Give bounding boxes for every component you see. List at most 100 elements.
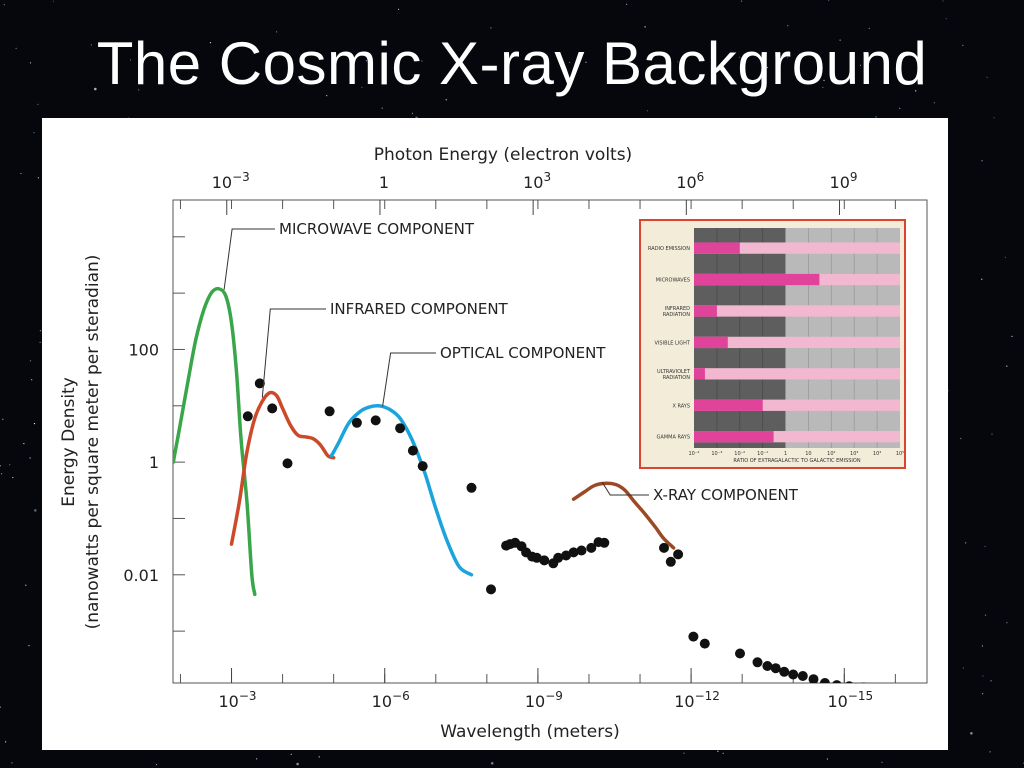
star bbox=[984, 545, 986, 548]
star bbox=[646, 110, 649, 112]
inset-category-label: VISIBLE LIGHT bbox=[655, 340, 691, 346]
star bbox=[817, 79, 819, 81]
star bbox=[766, 66, 768, 69]
inset-category-label: ULTRAVIOLET bbox=[657, 369, 691, 375]
star bbox=[899, 107, 901, 109]
top-axis-tick-label: 1 bbox=[379, 173, 389, 192]
star bbox=[29, 360, 32, 362]
star bbox=[786, 57, 789, 59]
star bbox=[981, 645, 984, 647]
inset-bar-track bbox=[694, 336, 900, 349]
star bbox=[942, 0, 944, 2]
y-tick-label: 1 bbox=[149, 453, 159, 472]
star bbox=[37, 103, 39, 105]
series-line-3 bbox=[571, 481, 676, 550]
star bbox=[859, 64, 862, 66]
plot-frame bbox=[172, 199, 928, 684]
y-axis-title: Energy Density bbox=[59, 377, 79, 507]
inset-tick-label: 10⁴ bbox=[873, 451, 881, 457]
y-tick-label: 0.01 bbox=[123, 566, 159, 585]
star bbox=[1, 473, 3, 475]
plot-area bbox=[173, 286, 885, 695]
star bbox=[822, 86, 824, 88]
star bbox=[29, 457, 31, 459]
star bbox=[209, 42, 212, 44]
star bbox=[0, 706, 1, 708]
star bbox=[826, 758, 829, 760]
measurement-point bbox=[561, 550, 572, 561]
star bbox=[94, 87, 97, 91]
measurement-point bbox=[779, 666, 790, 677]
measurement-point bbox=[324, 406, 335, 417]
star bbox=[569, 61, 571, 64]
measurement-point bbox=[808, 674, 819, 683]
star bbox=[445, 99, 447, 101]
inset-bar-track bbox=[694, 368, 900, 380]
star bbox=[965, 542, 967, 544]
measurement-point bbox=[688, 631, 699, 642]
star bbox=[1006, 365, 1008, 367]
measurement-point bbox=[875, 685, 885, 695]
annotation-leader bbox=[223, 228, 275, 290]
star bbox=[3, 4, 5, 6]
figure-panel: 10−3 10−6 10−9 10−12 10−15 10−3 1 103 106 109 100 1… bbox=[42, 118, 948, 750]
measurement-point bbox=[254, 378, 265, 389]
measurement-point bbox=[267, 403, 278, 414]
star bbox=[1006, 622, 1008, 624]
star bbox=[794, 73, 796, 75]
star bbox=[138, 89, 140, 91]
star bbox=[296, 762, 299, 766]
star bbox=[717, 750, 719, 752]
star bbox=[875, 116, 877, 118]
measurement-point bbox=[531, 552, 542, 563]
star bbox=[982, 675, 984, 677]
star bbox=[868, 27, 870, 29]
measurement-point bbox=[699, 638, 710, 649]
measurement-point bbox=[797, 671, 808, 681]
star bbox=[677, 61, 679, 63]
star bbox=[155, 764, 158, 766]
inset-bar-track bbox=[694, 242, 900, 254]
slide-title: The Cosmic X-ray Background bbox=[96, 30, 928, 97]
annotation-leader bbox=[601, 481, 649, 496]
star bbox=[290, 753, 292, 755]
top-axis-title: Photon Energy (electron volts) bbox=[374, 145, 632, 165]
star bbox=[326, 95, 328, 97]
star bbox=[981, 160, 983, 162]
measurement-point bbox=[568, 547, 579, 558]
inset-tick-label: 1 bbox=[784, 451, 787, 457]
star bbox=[884, 74, 886, 76]
inset-bar-track bbox=[694, 399, 900, 411]
inset-bar bbox=[694, 399, 763, 411]
measurement-point bbox=[599, 537, 610, 548]
star bbox=[37, 177, 40, 179]
inset-tick-label: 10⁻⁴ bbox=[688, 451, 699, 457]
x-tick-label: 10−3 bbox=[218, 689, 256, 711]
measurement-point bbox=[659, 542, 669, 553]
measurement-point bbox=[576, 545, 587, 556]
measurement-point bbox=[845, 681, 853, 683]
annotation-leader bbox=[261, 308, 326, 398]
star bbox=[39, 341, 41, 343]
inset-tick-label: 10⁻³ bbox=[711, 451, 722, 457]
star bbox=[5, 741, 7, 743]
top-axis-tick-label: 109 bbox=[830, 170, 858, 192]
measurement-point bbox=[395, 423, 406, 434]
star bbox=[490, 27, 492, 29]
inset-category-label: MICROWAVES bbox=[656, 278, 690, 284]
star bbox=[881, 761, 883, 764]
star bbox=[986, 76, 988, 78]
star bbox=[644, 26, 646, 28]
star bbox=[361, 86, 363, 89]
star bbox=[683, 752, 685, 754]
star bbox=[989, 751, 991, 753]
star bbox=[411, 112, 414, 114]
component-label: OPTICAL COMPONENT bbox=[440, 344, 606, 362]
star bbox=[11, 762, 13, 764]
star bbox=[722, 752, 724, 755]
inset-axis-title: RATIO OF EXTRAGALACTIC TO GALACTIC EMISS… bbox=[733, 458, 860, 464]
star bbox=[398, 8, 400, 10]
component-label: X-RAY COMPONENT bbox=[653, 486, 799, 504]
star bbox=[31, 379, 33, 381]
inset-category-label: GAMMA RAYS bbox=[657, 435, 690, 441]
